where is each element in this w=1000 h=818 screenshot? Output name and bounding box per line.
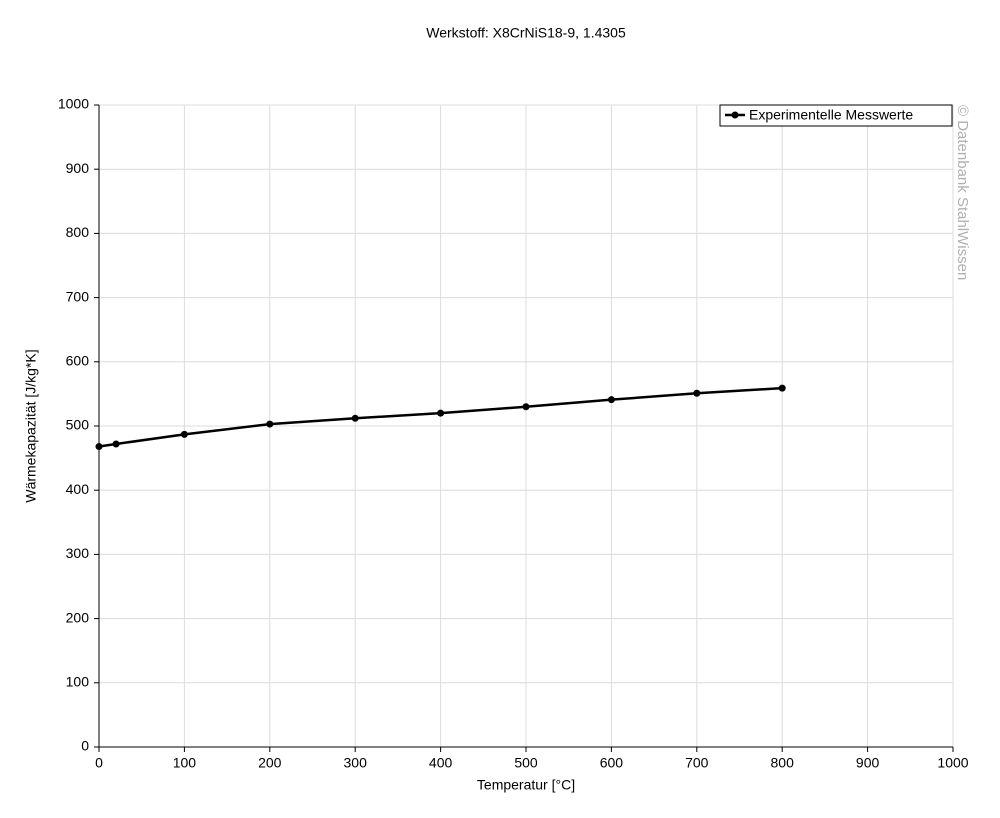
x-tick-label: 0 — [95, 755, 103, 771]
y-tick-label: 400 — [66, 481, 90, 497]
point — [266, 420, 274, 428]
point — [778, 384, 786, 392]
point — [112, 440, 120, 448]
x-tick-label: 300 — [344, 755, 368, 771]
legend-box — [719, 104, 953, 127]
x-tick-label: 400 — [429, 755, 453, 771]
point — [180, 430, 188, 438]
watermark: © Datenbank StahlWissen — [954, 105, 971, 280]
x-tick-label: 500 — [514, 755, 538, 771]
x-tick-label: 900 — [856, 755, 880, 771]
x-tick-label: 600 — [600, 755, 624, 771]
y-tick-label: 200 — [66, 609, 90, 625]
point — [693, 389, 701, 397]
x-axis-label: Temperatur [°C] — [477, 777, 575, 793]
y-tick-label: 900 — [66, 160, 90, 176]
y-tick-label: 700 — [66, 288, 90, 304]
y-tick-label: 0 — [81, 738, 89, 754]
x-tick-label: 700 — [685, 755, 709, 771]
y-tick-label: 1000 — [58, 96, 89, 112]
chart-title: Werkstoff: X8CrNiS18-9, 1.4305 — [426, 25, 626, 41]
y-axis-label: Wärmekapazität [J/kg*K] — [23, 349, 39, 502]
x-tick-label: 200 — [258, 755, 282, 771]
point — [351, 414, 359, 422]
legend-label: Experimentelle Messwerte — [749, 107, 913, 123]
point — [522, 403, 530, 411]
y-tick-label: 600 — [66, 353, 90, 369]
x-tick-label: 800 — [771, 755, 795, 771]
x-tick-label: 100 — [173, 755, 197, 771]
y-tick-label: 300 — [66, 545, 90, 561]
point — [95, 443, 103, 451]
legend-marker — [731, 111, 739, 119]
line — [98, 386, 783, 448]
y-tick-label: 500 — [66, 417, 90, 433]
x-tick-label: 1000 — [937, 755, 968, 771]
point — [437, 409, 445, 417]
y-tick-label: 800 — [66, 224, 90, 240]
y-tick-label: 100 — [66, 674, 90, 690]
point — [607, 396, 615, 404]
